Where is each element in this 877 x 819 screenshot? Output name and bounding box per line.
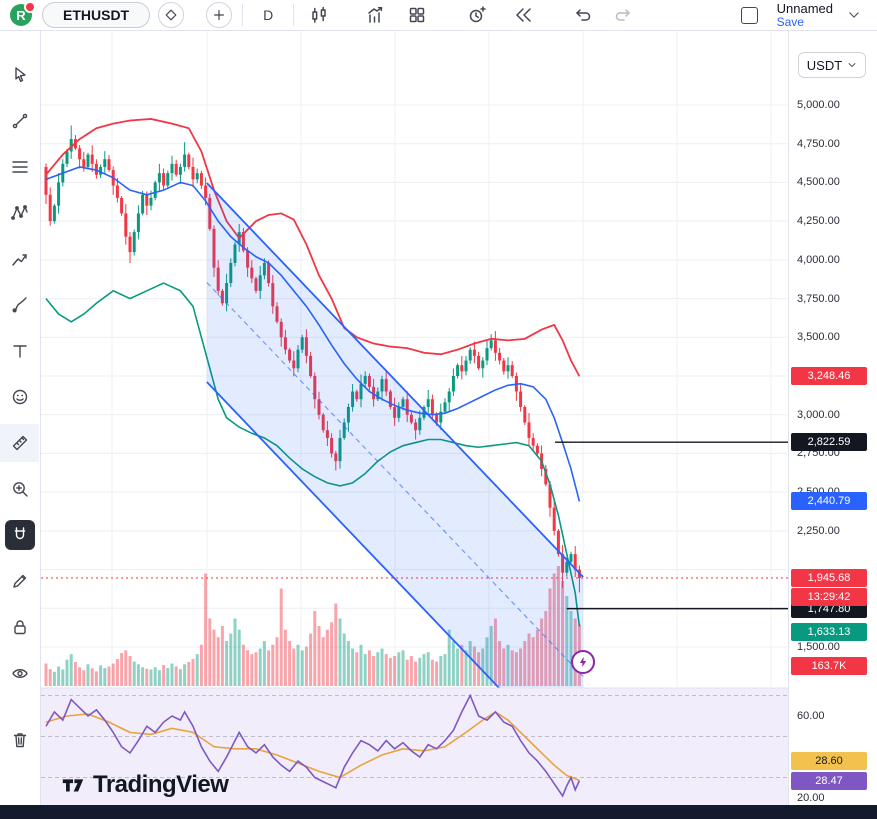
user-avatar[interactable]: R [10,1,36,26]
rsi-pane-background [41,688,788,805]
text-icon [5,336,35,366]
axis-badge: 3,248.46 [791,367,867,386]
left-toolbar [0,31,41,805]
undo-icon [576,9,591,21]
tool-fib-retracement[interactable] [0,148,39,186]
lock-icon [5,612,35,642]
tool-zoom-in[interactable] [0,470,39,508]
layouts-grid-button[interactable] [402,1,432,29]
axis-tick: 60.00 [797,710,825,722]
replay-icon [516,8,531,22]
tool-cursor[interactable] [0,56,39,94]
toolbar-separator [242,4,244,26]
candles-icon [312,6,326,23]
save-button[interactable]: Save [776,14,804,29]
toolbar-separator [293,4,295,26]
redo-button[interactable] [608,1,638,29]
trend-line-icon [5,106,35,136]
axis-tick: 4,000.00 [797,253,840,266]
quick-action-bolt[interactable] [571,650,595,674]
axis-tick: 3,500.00 [797,331,840,344]
tool-eye[interactable] [0,654,39,692]
avatar-letter: R [16,7,26,23]
currency-label: USDT [806,57,843,73]
axis-tick: 4,500.00 [797,176,840,189]
top-toolbar: R ETHUSDT D [0,0,877,31]
lightning-icon [579,656,587,668]
chevron-down-icon [848,63,856,67]
axis-tick: 3,000.00 [797,408,840,421]
layout-cluster: Unnamed Save [735,1,869,29]
xabcd-pattern-icon [5,198,35,228]
axis-tick: 2,250.00 [797,524,840,537]
axis-badge: 28.47 [791,771,867,790]
axis-badge: 2,440.79 [791,492,867,511]
tool-trash[interactable] [0,721,39,759]
plus-icon [214,10,225,20]
edit-icon [5,566,35,596]
symbol-button[interactable]: ETHUSDT [42,2,151,28]
alert-clock-icon [469,6,486,23]
currency-dropdown[interactable]: USDT [798,52,866,78]
tool-magnet[interactable] [0,516,39,554]
axis-badge: 28.60 [791,752,867,771]
undo-button[interactable] [568,1,598,29]
symbol-label: ETHUSDT [63,7,130,23]
tradingview-watermark[interactable]: TradingView [60,771,229,799]
forecast-icon [5,244,35,274]
eye-icon [5,658,35,688]
select-layout-button[interactable] [735,1,765,29]
axis-badge: 1,945.68 [791,568,867,587]
price-axis[interactable]: USDT 5,000.00 4,750.00 4,500.00 4,250.00 4,0… [788,31,877,805]
tool-brush[interactable] [0,286,39,324]
trash-icon [5,725,35,755]
zoom-in-icon [5,474,35,504]
cursor-icon [5,60,35,90]
axis-badge: 2,822.59 [791,433,867,452]
interval-button[interactable]: D [263,7,274,23]
tradingview-logo-icon [62,779,84,792]
layout-square-icon [741,6,759,24]
tool-text[interactable] [0,332,39,370]
tool-edit[interactable] [0,562,39,600]
axis-tick: 4,250.00 [797,215,840,228]
ruler-icon [5,428,35,458]
symbol-flag-button[interactable] [158,2,185,28]
grid-icon [409,7,425,23]
indicators-button[interactable] [360,1,390,29]
layout-name[interactable]: Unnamed [776,0,833,16]
bottom-strip [0,805,877,819]
watermark-text: TradingView [93,771,229,798]
layout-menu-button[interactable] [839,1,869,29]
axis-tick: 3,750.00 [797,292,840,305]
axis-tick: 1,500.00 [797,640,840,653]
replay-button[interactable] [508,1,538,29]
chevron-down-icon [849,12,859,18]
tool-emoji[interactable] [0,378,39,416]
indicators-icon [368,6,383,23]
magnet-icon [4,520,35,550]
axis-badge: 163.7K [791,657,867,675]
tool-xabcd-pattern[interactable] [0,194,39,232]
axis-tick: 20.00 [797,792,825,804]
axis-tick: 5,000.00 [797,99,840,111]
alert-button[interactable] [462,1,492,29]
compare-button[interactable] [206,2,233,28]
tool-lock[interactable] [0,608,39,646]
diamond-icon [165,9,177,21]
axis-tick: 4,750.00 [797,137,840,150]
axis-badge: 13:29:42 [791,587,867,606]
emoji-icon [5,382,35,412]
chart-type-button[interactable] [304,1,334,29]
tool-ruler[interactable] [0,424,39,462]
tool-trend-line[interactable] [0,102,39,140]
brush-icon [5,290,35,320]
notification-dot [24,1,36,13]
axis-badge: 1,633.13 [791,623,867,642]
tool-forecast[interactable] [0,240,39,278]
fib-retracement-icon [5,152,35,182]
redo-icon [615,9,630,21]
